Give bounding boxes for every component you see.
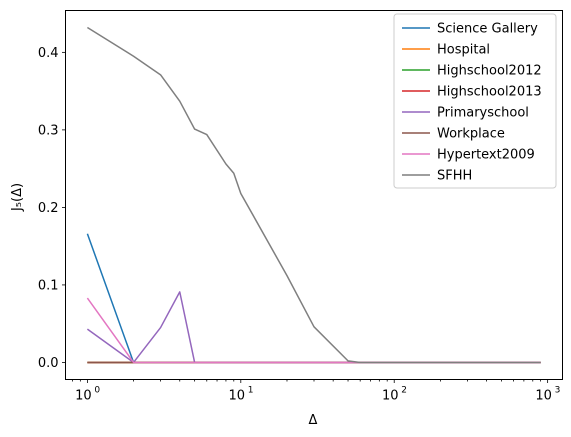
legend-label: Science Gallery — [437, 22, 538, 37]
legend-label: Hospital — [437, 43, 490, 58]
legend-label: Hypertext2009 — [437, 148, 535, 163]
x-tick-label: 10 — [382, 389, 399, 404]
legend-frame — [393, 13, 557, 189]
x-axis-ticks: 10 0 10 1 10 2 10 3 — [72, 379, 561, 404]
legend: Science Gallery Hospital Highschool2012 Hig… — [393, 13, 557, 189]
x-tick-label: 10 — [535, 389, 552, 404]
x-tick-exponent: 1 — [248, 386, 254, 396]
legend-label: SFHH — [437, 169, 472, 184]
series-lines — [86, 26, 541, 364]
x-axis-label: Δ — [309, 413, 318, 428]
legend-label: Highschool2012 — [437, 64, 542, 79]
x-tick-exponent: 2 — [401, 386, 407, 396]
legend-label: Primaryschool — [437, 106, 529, 121]
y-tick-label: 0.4 — [38, 46, 59, 61]
series-line-hypertext2009 — [86, 297, 541, 364]
x-tick-label: 10 — [229, 389, 246, 404]
x-tick-exponent: 0 — [94, 386, 100, 396]
y-tick-label: 0.1 — [38, 278, 59, 293]
x-tick-label: 10 — [75, 389, 92, 404]
series-line-sfhh — [86, 26, 541, 364]
legend-label: Highschool2013 — [437, 85, 542, 100]
legend-label: Workplace — [437, 127, 505, 142]
y-tick-label: 0.2 — [38, 201, 59, 216]
plot-frame — [65, 10, 563, 380]
x-tick-exponent: 3 — [555, 386, 561, 396]
y-tick-label: 0.0 — [38, 356, 59, 371]
y-axis-label: J₅(Δ) — [10, 183, 25, 212]
series-line-science-gallery — [86, 233, 541, 364]
y-tick-label: 0.3 — [38, 123, 59, 138]
y-axis-ticks: 0.0 0.1 0.2 0.3 0.4 — [38, 46, 66, 371]
